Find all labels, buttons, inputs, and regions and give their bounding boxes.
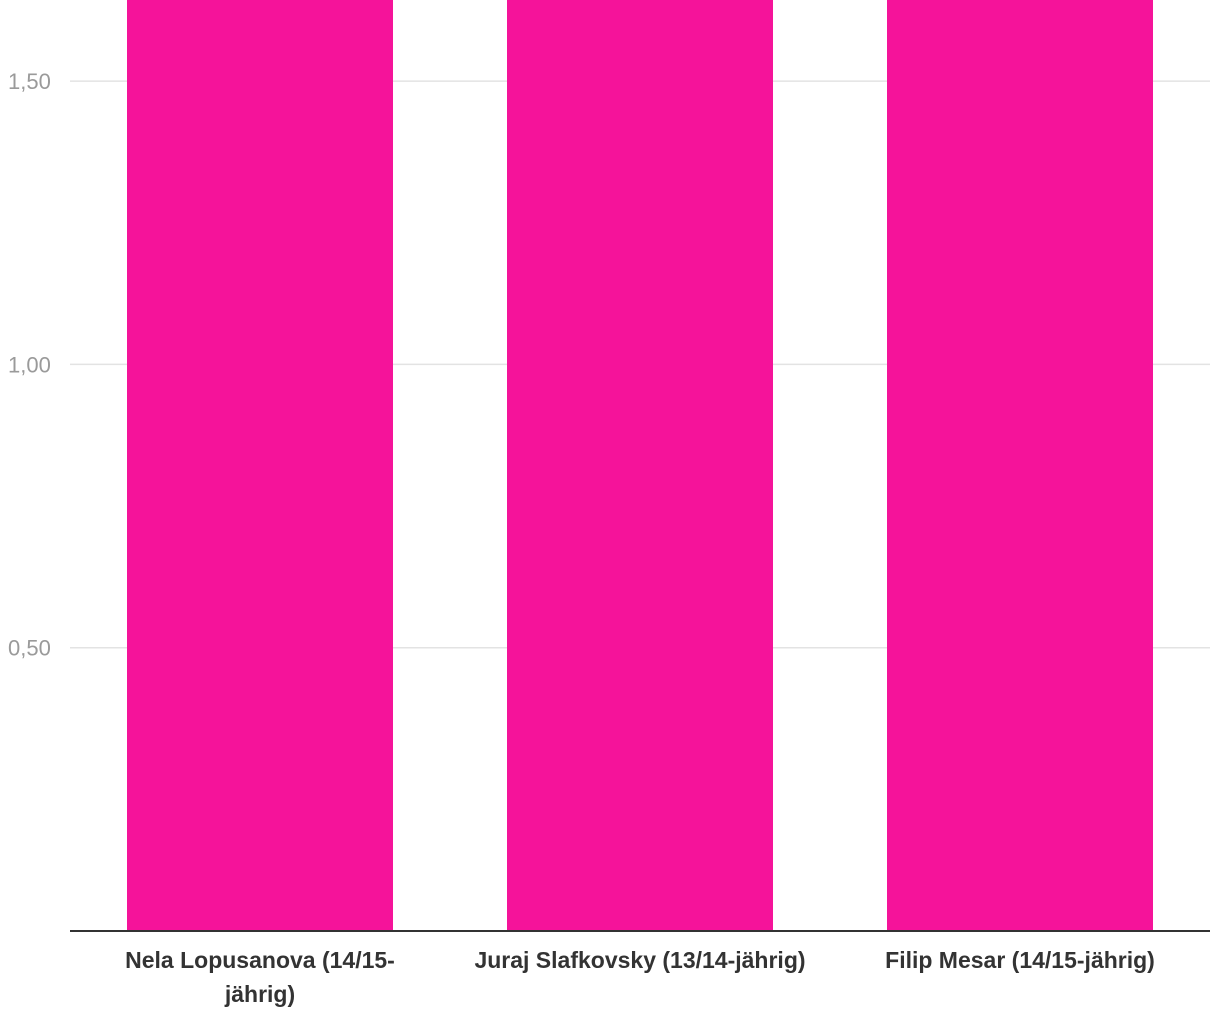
y-axis-ticks: 0,501,001,502,002,503,00 — [8, 69, 51, 661]
x-tick-label: Filip Mesar (14/15-jährig) — [885, 947, 1155, 973]
bar — [507, 0, 773, 931]
bar — [887, 0, 1153, 931]
x-tick-label: Juraj Slafkovsky (13/14-jährig) — [474, 947, 805, 973]
bar — [127, 0, 393, 931]
x-axis-ticks: Nela Lopusanova (14/15- jährig) Juraj Slaf… — [125, 947, 1155, 1007]
y-tick-label: 0,50 — [8, 636, 51, 661]
bars — [127, 0, 1153, 931]
y-tick-label: 1,00 — [8, 352, 51, 377]
x-tick-label: jährig) — [224, 981, 295, 1007]
x-tick-label: Nela Lopusanova (14/15- — [125, 947, 395, 973]
y-tick-label: 1,50 — [8, 69, 51, 94]
